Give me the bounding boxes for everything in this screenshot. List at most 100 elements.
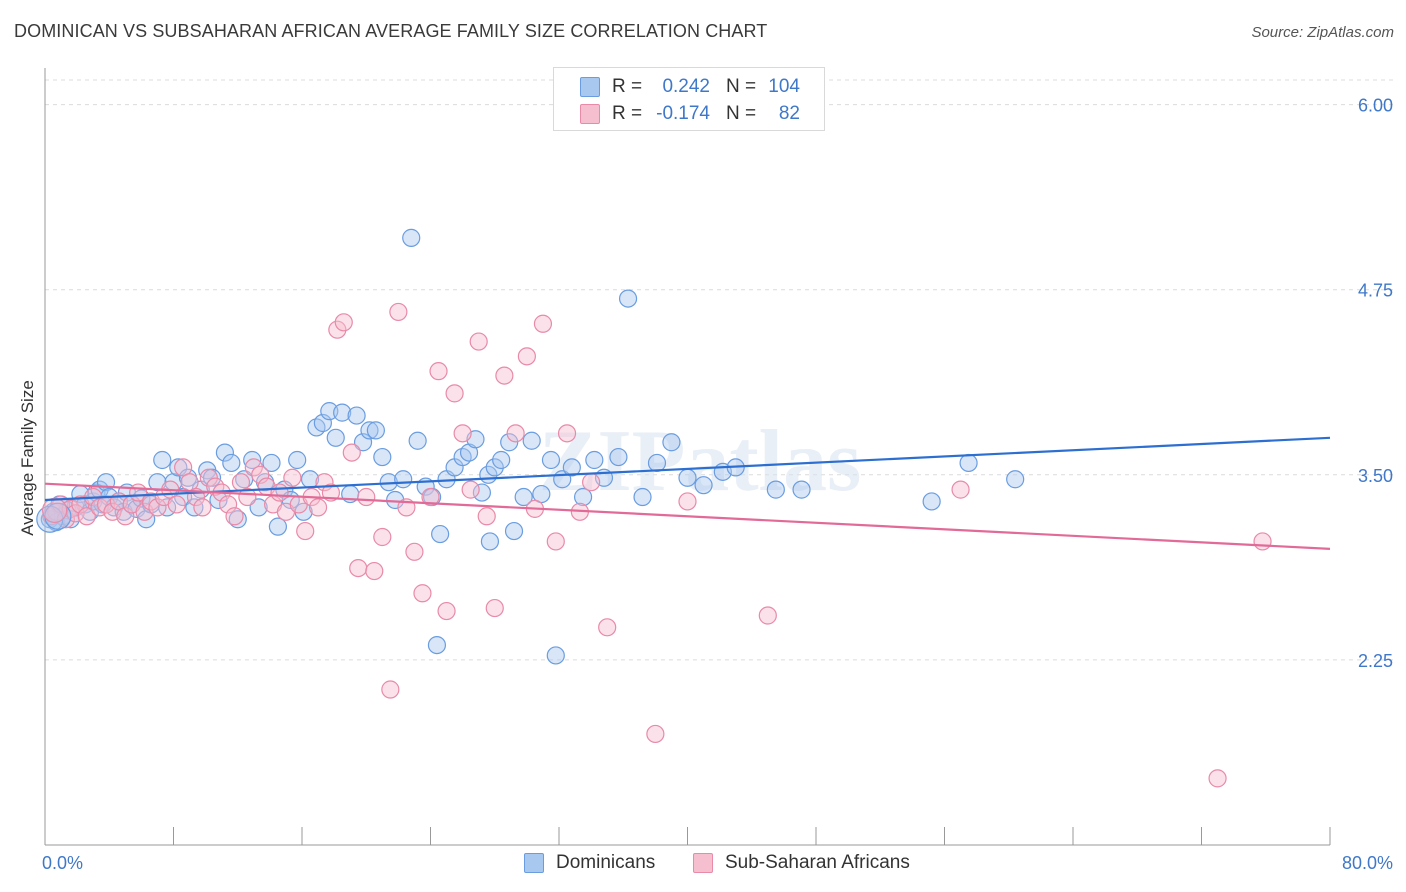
x-tick-label: 0.0% bbox=[42, 853, 83, 873]
legend-swatch-subsaharan bbox=[693, 853, 713, 873]
data-point bbox=[148, 498, 167, 517]
data-point bbox=[469, 332, 488, 351]
data-point bbox=[546, 646, 565, 665]
data-point bbox=[215, 443, 234, 462]
data-point bbox=[922, 492, 941, 511]
data-point bbox=[694, 476, 713, 495]
y-tick-label: 6.00 bbox=[1358, 96, 1393, 116]
trend-line-dominicans bbox=[44, 436, 1331, 502]
data-point bbox=[792, 480, 811, 499]
data-point bbox=[1208, 769, 1227, 788]
r-value: 0.242 bbox=[662, 76, 710, 97]
data-point bbox=[472, 483, 491, 502]
data-point bbox=[477, 507, 496, 526]
series-dominicans bbox=[40, 228, 1025, 665]
axes bbox=[44, 68, 1331, 846]
data-point bbox=[609, 447, 628, 467]
y-tick-label: 4.75 bbox=[1358, 281, 1393, 301]
data-point bbox=[647, 453, 667, 473]
data-point bbox=[389, 302, 408, 322]
data-point bbox=[222, 453, 241, 473]
data-point bbox=[394, 470, 413, 489]
data-point bbox=[437, 601, 456, 621]
data-point bbox=[522, 431, 541, 450]
data-point bbox=[618, 289, 638, 308]
trend-line-subsaharan bbox=[44, 482, 1331, 550]
series-subsaharan bbox=[42, 302, 1272, 788]
data-point bbox=[77, 507, 96, 526]
data-point bbox=[373, 527, 392, 547]
data-point bbox=[533, 314, 553, 333]
grid-lines bbox=[45, 79, 1395, 661]
data-point bbox=[313, 413, 332, 433]
legend-item-subsaharan[interactable]: Sub-Saharan Africans bbox=[693, 852, 910, 874]
data-point bbox=[228, 510, 247, 529]
data-point bbox=[321, 483, 341, 502]
data-point bbox=[413, 584, 432, 603]
data-point bbox=[453, 424, 472, 443]
data-point bbox=[557, 424, 577, 443]
source-credit: Source: ZipAtlas.com bbox=[1251, 24, 1394, 41]
data-point bbox=[445, 384, 464, 403]
data-point bbox=[959, 453, 978, 473]
data-point bbox=[381, 680, 400, 699]
data-point bbox=[334, 313, 353, 332]
data-point bbox=[585, 450, 604, 470]
data-point bbox=[429, 362, 448, 381]
data-point bbox=[225, 507, 244, 526]
data-point bbox=[262, 453, 281, 473]
data-point bbox=[347, 406, 366, 425]
data-point bbox=[514, 487, 533, 507]
data-point bbox=[633, 487, 652, 507]
data-point bbox=[243, 450, 262, 470]
data-point bbox=[431, 524, 450, 544]
data-point bbox=[678, 492, 697, 511]
data-point bbox=[42, 497, 68, 523]
data-point bbox=[365, 561, 384, 581]
data-point bbox=[251, 465, 270, 484]
legend-swatch-dominicans bbox=[524, 853, 544, 873]
data-point bbox=[405, 542, 424, 561]
data-point bbox=[116, 507, 135, 526]
data-point bbox=[485, 598, 504, 618]
series-legend: Dominicans Sub-Saharan Africans bbox=[0, 852, 1406, 876]
data-point bbox=[598, 618, 617, 637]
data-point bbox=[506, 424, 525, 443]
legend-item-dominicans[interactable]: Dominicans bbox=[524, 852, 655, 874]
data-point bbox=[541, 450, 561, 470]
data-point bbox=[500, 433, 519, 452]
n-label: N = bbox=[726, 76, 757, 97]
data-point bbox=[333, 403, 352, 422]
data-point bbox=[193, 498, 212, 517]
data-point bbox=[1253, 532, 1272, 551]
data-point bbox=[342, 443, 361, 462]
data-point bbox=[951, 480, 970, 499]
data-point bbox=[167, 495, 186, 514]
data-point bbox=[485, 458, 504, 477]
legend-label-dominicans: Dominicans bbox=[556, 852, 656, 873]
data-point bbox=[461, 480, 480, 499]
data-point bbox=[249, 498, 268, 517]
data-point bbox=[766, 480, 785, 499]
data-point bbox=[427, 635, 447, 655]
data-point bbox=[308, 498, 328, 517]
y-axis-label: Average Family Size bbox=[18, 380, 37, 536]
data-point bbox=[758, 606, 777, 625]
data-point bbox=[562, 458, 581, 477]
data-point bbox=[517, 347, 536, 366]
data-point bbox=[421, 487, 440, 507]
data-point bbox=[373, 447, 392, 467]
watermark: ZIPatlas bbox=[539, 413, 862, 510]
n-label: N = bbox=[726, 103, 757, 124]
data-point bbox=[366, 421, 385, 440]
data-point bbox=[360, 421, 379, 440]
data-point bbox=[270, 483, 289, 502]
tick-labels: 2.25 3.50 4.75 6.00 0.0% 80.0% bbox=[42, 96, 1393, 873]
y-tick-label: 2.25 bbox=[1358, 651, 1393, 671]
data-point bbox=[504, 521, 524, 541]
data-point bbox=[480, 532, 500, 551]
data-point bbox=[573, 487, 593, 507]
data-point bbox=[199, 468, 218, 487]
correlation-legend: R = 0.242 N = 104 R = -0.174 N = 82 bbox=[553, 67, 825, 131]
